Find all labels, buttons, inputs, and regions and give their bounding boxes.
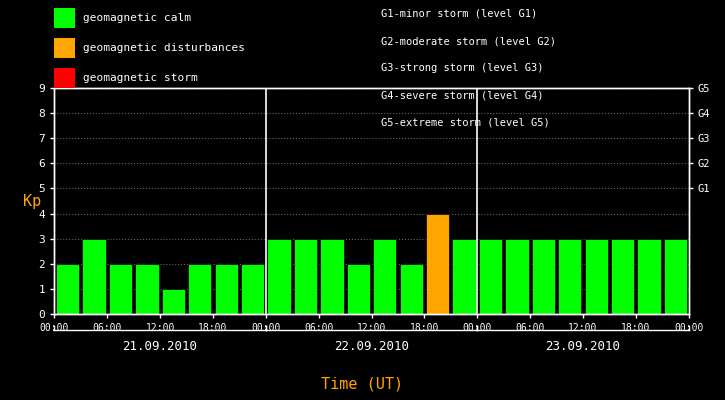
Text: 21.09.2010: 21.09.2010	[123, 340, 198, 352]
Text: geomagnetic storm: geomagnetic storm	[83, 73, 198, 83]
Bar	[426, 214, 450, 314]
Text: G3-strong storm (level G3): G3-strong storm (level G3)	[381, 64, 543, 74]
Bar	[56, 264, 79, 314]
Bar	[83, 239, 106, 314]
Text: 23.09.2010: 23.09.2010	[545, 340, 621, 352]
Bar	[399, 264, 423, 314]
Bar	[268, 239, 291, 314]
Bar	[241, 264, 264, 314]
Y-axis label: Kp: Kp	[22, 194, 41, 208]
Bar	[109, 264, 132, 314]
Bar	[347, 264, 370, 314]
Bar	[136, 264, 159, 314]
Bar	[320, 239, 344, 314]
Bar	[505, 239, 529, 314]
Bar	[452, 239, 476, 314]
Bar	[188, 264, 212, 314]
Bar	[558, 239, 581, 314]
Bar	[611, 239, 634, 314]
Text: geomagnetic calm: geomagnetic calm	[83, 13, 191, 23]
Bar	[637, 239, 660, 314]
Bar	[373, 239, 397, 314]
Bar	[162, 289, 185, 314]
Text: G1-minor storm (level G1): G1-minor storm (level G1)	[381, 9, 537, 19]
Text: G5-extreme storm (level G5): G5-extreme storm (level G5)	[381, 118, 550, 128]
Bar	[531, 239, 555, 314]
Text: G2-moderate storm (level G2): G2-moderate storm (level G2)	[381, 36, 555, 46]
Bar	[479, 239, 502, 314]
Bar	[584, 239, 608, 314]
Text: G4-severe storm (level G4): G4-severe storm (level G4)	[381, 91, 543, 101]
Text: 22.09.2010: 22.09.2010	[334, 340, 409, 352]
Bar	[215, 264, 238, 314]
Bar	[294, 239, 317, 314]
Text: Time (UT): Time (UT)	[321, 376, 404, 392]
Bar	[664, 239, 687, 314]
Text: geomagnetic disturbances: geomagnetic disturbances	[83, 43, 245, 53]
